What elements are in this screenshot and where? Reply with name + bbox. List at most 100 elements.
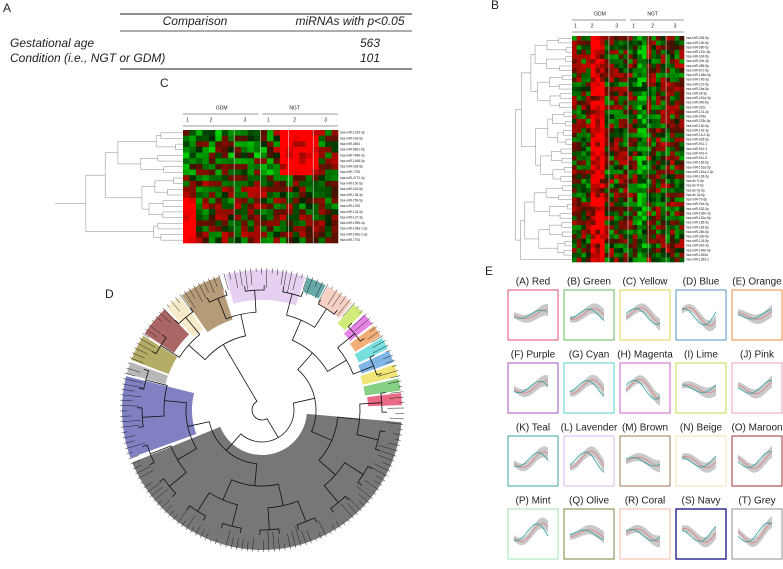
- heat-cell: [319, 170, 326, 176]
- heat-cell: [581, 220, 586, 225]
- row-label: hsa-miR-7848-3p: [340, 153, 365, 157]
- row-label: hsa-miR-941-5: [686, 156, 707, 160]
- heat-cell: [202, 170, 209, 176]
- heat-cell: [675, 179, 680, 184]
- heat-cell: [619, 193, 624, 198]
- heat-cell: [670, 170, 675, 175]
- heat-cell: [577, 82, 582, 87]
- heat-cell: [183, 232, 190, 238]
- heat-cell: [609, 225, 614, 230]
- heat-cell: [675, 87, 680, 92]
- heat-cell: [619, 230, 624, 235]
- heat-cell: [293, 203, 300, 209]
- heat-cell: [642, 239, 647, 244]
- row-label: hsa-miR-33a-5p: [340, 165, 363, 169]
- heat-cell: [222, 226, 229, 232]
- heat-cell: [286, 175, 293, 181]
- row-label: hsa-miR-181c-5p: [686, 50, 711, 54]
- heat-cell: [600, 64, 605, 69]
- row-label: hsa-miR-335-5p: [686, 36, 709, 40]
- heat-cell: [619, 211, 624, 216]
- heat-cell: [609, 133, 614, 138]
- heat-cell: [656, 50, 661, 55]
- heat-cell: [656, 151, 661, 156]
- heat-cell: [261, 209, 268, 215]
- heat-cell: [577, 216, 582, 221]
- heat-cell: [325, 187, 332, 193]
- heat-cell: [656, 147, 661, 152]
- heat-cell: [661, 216, 666, 221]
- heat-cell: [577, 174, 582, 179]
- heat-cell: [586, 133, 591, 138]
- heat-cell: [586, 239, 591, 244]
- heat-cell: [614, 216, 619, 221]
- heat-cell: [586, 179, 591, 184]
- heat-cell: [651, 142, 656, 147]
- heat-cell: [661, 82, 666, 87]
- heat-cell: [670, 82, 675, 87]
- heat-cell: [235, 147, 242, 153]
- heat-cell: [628, 239, 633, 244]
- heat-cell: [600, 119, 605, 124]
- heat-cell: [642, 202, 647, 207]
- module-title: (E) Orange: [732, 277, 782, 288]
- heat-cell: [215, 130, 222, 136]
- heat-cell: [267, 175, 274, 181]
- heat-cell: [623, 257, 628, 262]
- heat-cell: [614, 239, 619, 244]
- heat-cell: [609, 82, 614, 87]
- heat-cell: [637, 45, 642, 50]
- heat-cell: [628, 234, 633, 239]
- row-label: hsa-miR-941-3: [686, 147, 707, 151]
- heat-cell: [670, 124, 675, 129]
- heat-cell: [642, 119, 647, 124]
- heat-cell: [591, 179, 596, 184]
- heat-cell: [572, 220, 577, 225]
- heat-cell: [675, 133, 680, 138]
- heat-cell: [586, 45, 591, 50]
- heat-cell: [306, 215, 313, 221]
- heat-cell: [637, 188, 642, 193]
- heat-cell: [661, 128, 666, 133]
- dendrogram-branch: [560, 66, 572, 71]
- heat-cell: [306, 203, 313, 209]
- dendrogram-branch: [547, 41, 566, 50]
- heat-cell: [675, 128, 680, 133]
- table-cell: 563: [360, 36, 380, 50]
- heat-cell: [591, 161, 596, 166]
- dendrogram-branch: [564, 250, 572, 255]
- heat-cell: [586, 64, 591, 69]
- heat-cell: [202, 136, 209, 142]
- heat-cell: [595, 184, 600, 189]
- heat-cell: [319, 164, 326, 170]
- heat-cell: [679, 234, 684, 239]
- heat-cell: [661, 105, 666, 110]
- heat-cell: [572, 91, 577, 96]
- heat-cell: [280, 187, 287, 193]
- heat-cell: [675, 101, 680, 106]
- heat-cell: [273, 232, 280, 238]
- dendrogram-branch: [158, 223, 183, 229]
- subgroup-label: 1: [267, 117, 270, 123]
- heat-cell: [235, 237, 242, 243]
- heat-cell: [241, 215, 248, 221]
- heat-cell: [647, 110, 652, 115]
- heat-cell: [235, 192, 242, 198]
- heat-cell: [591, 216, 596, 221]
- heat-cell: [675, 64, 680, 69]
- heat-cell: [577, 119, 582, 124]
- heat-cell: [577, 202, 582, 207]
- heat-cell: [586, 41, 591, 46]
- dendrogram-branch: [560, 214, 572, 219]
- heat-cell: [647, 244, 652, 249]
- heat-cell: [656, 257, 661, 262]
- heat-cell: [319, 175, 326, 181]
- heat-cell: [670, 216, 675, 221]
- heat-cell: [623, 248, 628, 253]
- heat-cell: [600, 244, 605, 249]
- heat-cell: [619, 202, 624, 207]
- heat-cell: [202, 209, 209, 215]
- heat-cell: [306, 147, 313, 153]
- heat-cell: [202, 158, 209, 164]
- heat-cell: [595, 137, 600, 142]
